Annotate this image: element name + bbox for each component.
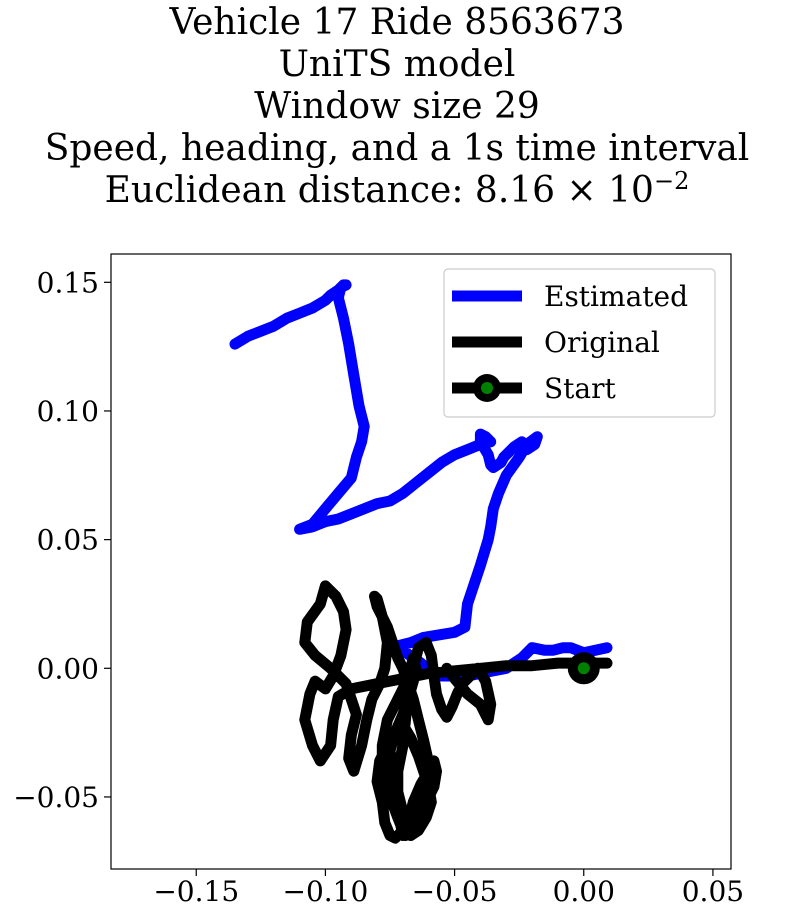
title-line-1: Vehicle 17 Ride 8563673 <box>169 2 625 43</box>
y-tick-label: 0.05 <box>37 524 99 557</box>
y-tick-label: −0.05 <box>13 781 99 814</box>
axes-frame <box>110 253 732 870</box>
distance-exponent: −2 <box>653 167 690 195</box>
distance-prefix: Euclidean distance: <box>104 170 475 211</box>
start-marker <box>577 662 590 675</box>
series-layer <box>229 279 613 844</box>
x-axis: −0.15 −0.10 −0.05 0.00 0.05 <box>153 869 744 908</box>
chart-title: Vehicle 17 Ride 8563673 UniTS model Wind… <box>0 2 794 212</box>
x-tick-label: −0.10 <box>283 875 369 908</box>
x-tick-label: −0.15 <box>153 875 239 908</box>
title-line-5: Euclidean distance: 8.16 × 10−2 <box>0 167 794 212</box>
legend: Estimated Original Start <box>443 268 716 418</box>
title-line-2: UniTS model <box>278 44 516 85</box>
y-tick-label: 0.15 <box>37 266 99 299</box>
y-tick-label: 0.00 <box>37 652 99 685</box>
x-tick-label: 0.00 <box>553 875 615 908</box>
legend-label-original: Original <box>544 326 660 359</box>
distance-mantissa: 8.16 <box>474 170 556 211</box>
legend-start-marker <box>481 382 493 394</box>
title-line-4: Speed, heading, and a 1s time interval <box>44 128 750 169</box>
distance-base: 10 <box>608 170 654 211</box>
title-line-3: Window size 29 <box>254 86 540 127</box>
series-line-original <box>299 580 613 844</box>
x-tick-label: −0.05 <box>412 875 498 908</box>
y-axis: −0.05 0.00 0.05 0.10 0.15 <box>13 266 111 814</box>
legend-label-estimated: Estimated <box>544 280 688 313</box>
legend-label-start: Start <box>544 372 617 405</box>
y-tick-label: 0.10 <box>37 395 99 428</box>
x-tick-label: 0.05 <box>682 875 744 908</box>
distance-times: × <box>566 170 597 211</box>
legend-box <box>443 268 716 418</box>
